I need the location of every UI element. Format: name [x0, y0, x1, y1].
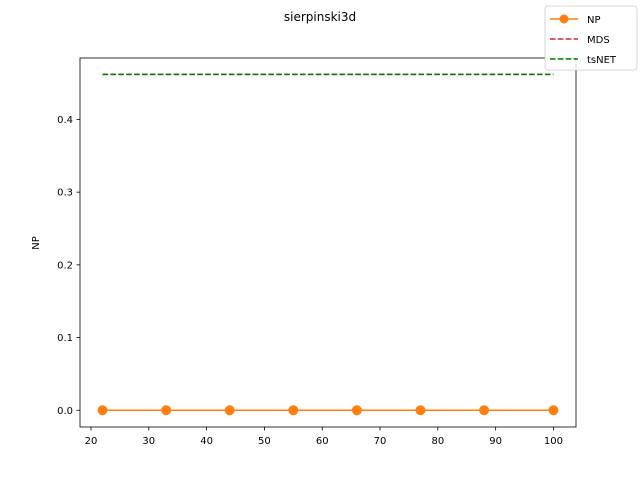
x-tick-label: 40: [200, 436, 213, 447]
data-point: [224, 405, 235, 416]
legend-label-np: NP: [587, 15, 601, 26]
y-axis-label: NP: [31, 236, 42, 250]
data-point: [161, 405, 172, 416]
chart-title: sierpinski3d: [284, 10, 356, 24]
x-tick-label: 20: [85, 436, 98, 447]
data-point: [415, 405, 426, 416]
plot-frame: [79, 57, 577, 428]
legend: NP MDS tsNET: [544, 5, 638, 71]
x-tick-label: 90: [489, 436, 502, 447]
legend-label-tsnet: tsNET: [587, 55, 617, 66]
x-tick-label: 60: [316, 436, 329, 447]
x-axis: 20 30 40 50 60 70 80 90 100: [85, 427, 563, 447]
x-tick-label: 50: [258, 436, 271, 447]
legend-box: [544, 5, 638, 71]
y-tick-label: 0.4: [57, 115, 73, 126]
x-tick-label: 80: [431, 436, 444, 447]
legend-label-mds: MDS: [587, 35, 610, 46]
y-tick-label: 0.2: [57, 260, 73, 271]
data-point: [288, 405, 299, 416]
x-tick-label: 70: [374, 436, 387, 447]
y-axis: 0.0 0.1 0.2 0.3 0.4: [57, 115, 80, 417]
y-tick-label: 0.1: [57, 333, 73, 344]
x-tick-label: 30: [142, 436, 155, 447]
plot-area: [97, 73, 559, 416]
y-tick-label: 0.0: [57, 406, 73, 417]
data-point: [479, 405, 490, 416]
data-point: [97, 405, 108, 416]
data-point: [351, 405, 362, 416]
data-point: [548, 405, 559, 416]
legend-marker: [559, 14, 569, 24]
x-tick-label: 100: [544, 436, 563, 447]
y-tick-label: 0.3: [57, 188, 73, 199]
